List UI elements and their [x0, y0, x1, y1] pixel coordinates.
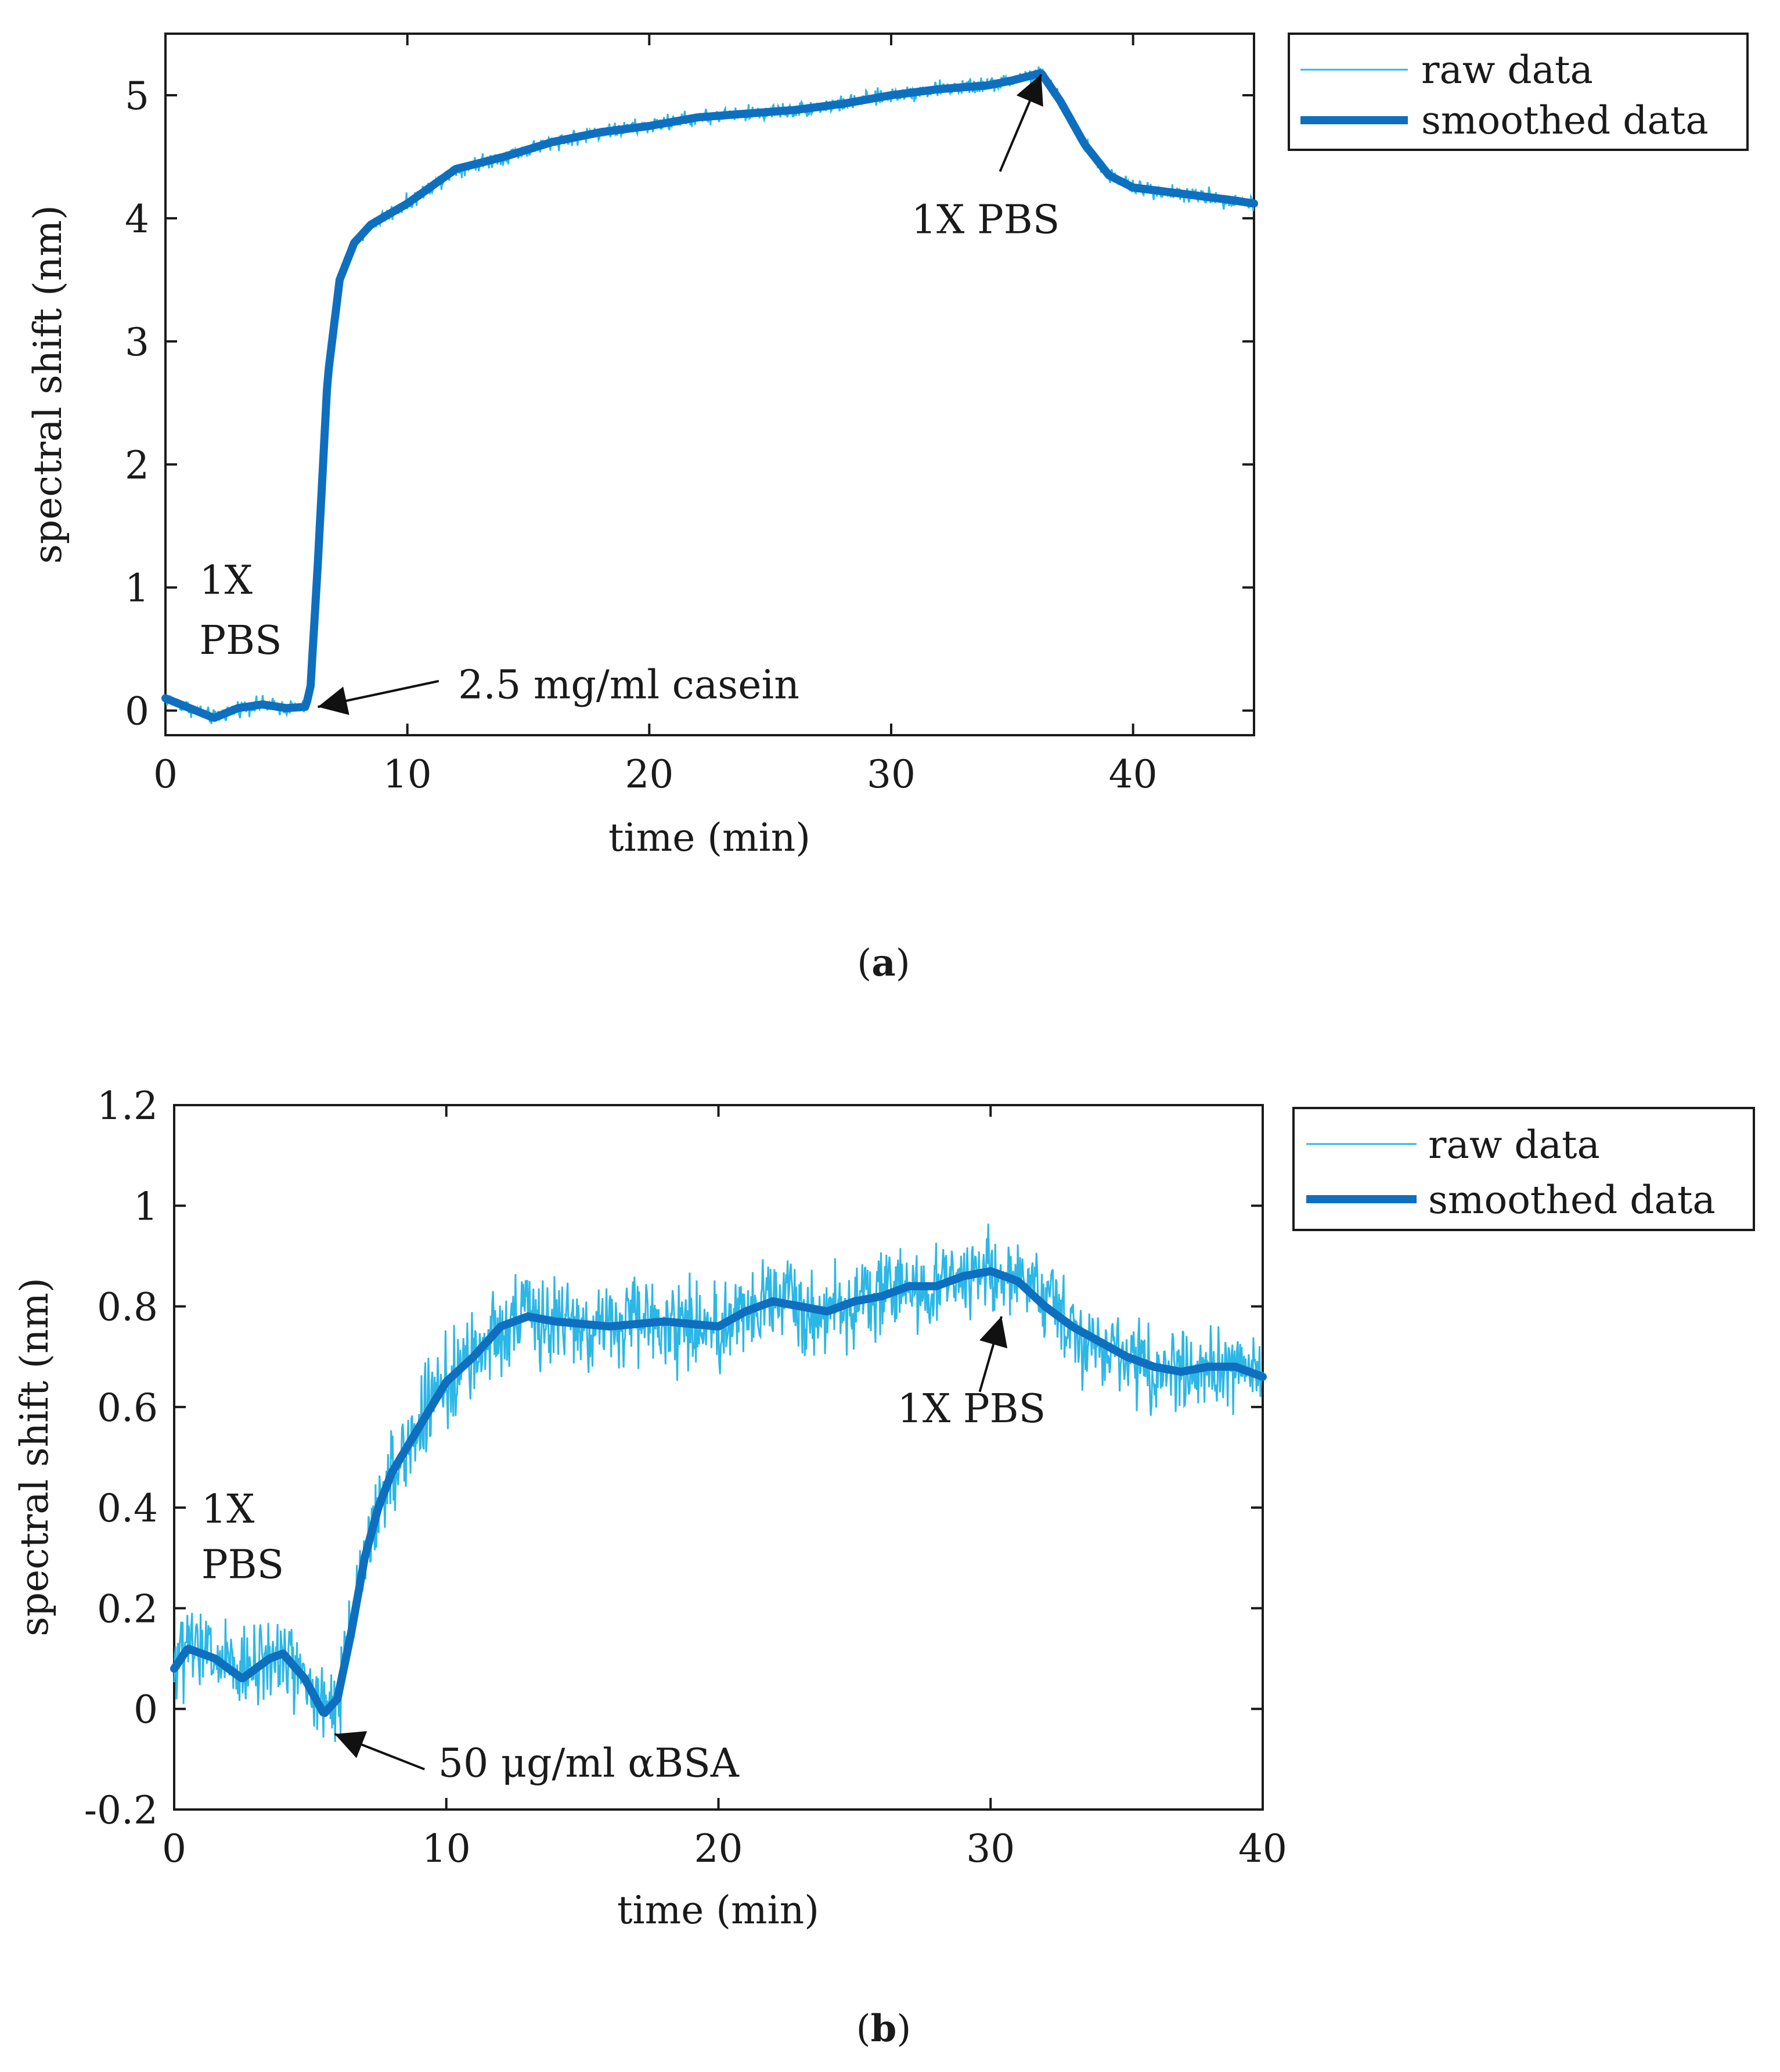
panel-b-caption-letter: b — [871, 2007, 897, 2051]
annotation-arrow-a-1x-pbs-end — [999, 74, 1043, 172]
panel-b-ytick-label-4: 0.6 — [97, 1386, 158, 1430]
panel-a-xtick-label-4: 40 — [1109, 752, 1158, 797]
annotation-a-casein: 2.5 mg/ml casein — [458, 662, 799, 708]
panel-b: 0 10 20 30 40 -0.200.20.40.60.811.2 time (mi… — [12, 1084, 1755, 2051]
panel-a-xtick-label-0: 0 — [153, 752, 178, 797]
panel-b-ytick-label-2: 0.2 — [97, 1587, 158, 1631]
panel-b-xtick-label-4: 40 — [1238, 1826, 1287, 1871]
panel-a-legend-smoothed-label: smoothed data — [1421, 98, 1709, 143]
panel-a-ytick-label-5: 5 — [125, 74, 149, 118]
annotation-a-1x-pbs-start-1: 1X — [199, 557, 253, 603]
panel-b-ytick-label-7: 1.2 — [97, 1084, 158, 1128]
panel-b-legend-raw-label: raw data — [1428, 1123, 1600, 1167]
panel-a-legend-box — [1288, 33, 1749, 151]
panel-a-caption-letter: a — [871, 941, 895, 985]
panel-b-y-ticks: -0.2 0 0.2 0.4 0.6 0.8 1 1.2 — [84, 1084, 1263, 1833]
panel-a-legend-raw-label: raw data — [1421, 48, 1593, 92]
panel-b-x-axis-title: time (min) — [617, 1888, 819, 1933]
panel-b-ytick-label-6: 1 — [134, 1184, 158, 1229]
panel-a-x-axis-title: time (min) — [608, 815, 810, 860]
panel-a-smoothed-data-line — [161, 69, 1258, 722]
panel-b-ytick-label-1: 0 — [134, 1688, 158, 1732]
annotation-b-1x-pbs-end: 1X PBS — [898, 1386, 1046, 1432]
panel-a-ytick-label-1: 1 — [125, 566, 149, 611]
panel-b-legend-smoothed-label: smoothed data — [1428, 1178, 1716, 1222]
annotation-b-1x-pbs-start-1: 1X — [201, 1487, 255, 1533]
panel-b-smoothed-data-line — [170, 1267, 1267, 1717]
panel-a-plot-frame — [164, 33, 1255, 736]
annotation-arrow-b-1x-pbs-end — [978, 1316, 1008, 1393]
panel-a-x-ticks: 0 10 20 30 40 — [153, 34, 1158, 797]
annotation-b-1x-pbs-start-2: PBS — [201, 1542, 284, 1588]
panel-b-x-ticks: 0 10 20 30 40 — [162, 1105, 1287, 1871]
panel-a-xtick-label-3: 30 — [867, 752, 916, 797]
annotation-a-1x-pbs-start-2: PBS — [199, 618, 282, 664]
panel-b-caption: (b) — [856, 2007, 911, 2051]
panel-b-ytick-label-0: -0.2 — [84, 1788, 158, 1833]
annotation-arrow-a-casein — [318, 679, 439, 715]
panel-a-y-ticks: 0 1 2 3 4 5 — [125, 74, 1254, 734]
panel-b-y-axis-title: spectral shift (nm) — [12, 1278, 57, 1636]
panel-b-ytick-label-5: 0.8 — [97, 1285, 158, 1330]
panel-b-raw-data-line — [173, 1224, 1264, 1742]
annotation-arrow-b-abs — [334, 1731, 425, 1771]
panel-b-xtick-label-0: 0 — [162, 1826, 186, 1871]
panel-b-legend-box — [1292, 1107, 1755, 1231]
panel-b-ytick-label-3: 0.4 — [97, 1486, 158, 1531]
annotation-b-abs: 50 μg/ml αBSA — [438, 1741, 740, 1787]
panel-a-ytick-label-0: 0 — [125, 689, 149, 734]
panel-a-xtick-label-2: 20 — [625, 752, 673, 797]
panel-a-caption: (a) — [857, 941, 910, 985]
panel-a-xtick-label-1: 10 — [383, 752, 432, 797]
panel-a-annotations: 1X PBS 2.5 mg/ml casein 1X PBS — [199, 74, 1060, 715]
panel-b-xtick-label-2: 20 — [694, 1826, 743, 1871]
annotation-a-1x-pbs-end: 1X PBS — [911, 197, 1060, 243]
panel-a-y-axis-title: spectral shift (nm) — [26, 205, 70, 564]
panel-a-ytick-label-4: 4 — [125, 197, 149, 242]
panel-a: 0 10 20 30 40 0 1 2 3 4 5 time (min) spectral shi… — [26, 33, 1749, 985]
panel-b-legend: raw data smoothed data — [1292, 1107, 1755, 1231]
panel-a-ytick-label-2: 2 — [125, 443, 149, 488]
panel-b-xtick-label-1: 10 — [422, 1826, 471, 1871]
panel-b-annotations: 1X PBS 50 μg/ml αBSA 1X PBS — [201, 1316, 1046, 1787]
panel-a-ytick-label-3: 3 — [125, 320, 149, 365]
panel-b-xtick-label-3: 30 — [966, 1826, 1015, 1871]
panel-a-legend: raw data smoothed data — [1288, 33, 1749, 151]
